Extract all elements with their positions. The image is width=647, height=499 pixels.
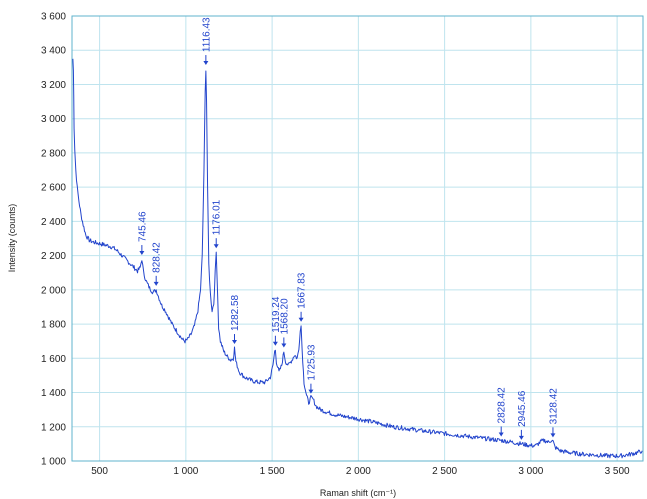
peak-annotation: 745.46 <box>137 211 148 256</box>
peak-arrow-head <box>298 317 304 322</box>
tick-labels: 500 1 000 1 500 2 000 2 500 3 000 3 500 1 000 1 … <box>41 12 630 478</box>
peak-label: 828.42 <box>152 242 163 273</box>
peak-label: 1282.58 <box>230 294 241 331</box>
peak-label: 2828.42 <box>497 387 508 424</box>
peak-arrow-head <box>213 244 219 249</box>
peak-label: 1176.01 <box>212 199 223 235</box>
series-line-0 <box>72 58 643 459</box>
peak-annotation: 1116.43 <box>201 17 212 66</box>
peak-arrow-head <box>308 389 314 394</box>
x-tick-label: 1 000 <box>173 466 198 477</box>
x-tick-label: 3 000 <box>518 466 543 477</box>
y-tick-label: 1 800 <box>41 320 66 331</box>
x-axis-label: Raman shift (cm⁻¹) <box>320 488 396 498</box>
peak-arrow-head <box>498 432 504 437</box>
peak-annotation: 3128.42 <box>548 388 559 438</box>
y-tick-label: 2 400 <box>41 217 66 228</box>
peak-annotation: 1176.01 <box>212 199 223 249</box>
peak-annotation: 1282.58 <box>230 294 241 345</box>
peak-annotation: 1519.24 <box>271 296 282 346</box>
y-tick-label: 1 400 <box>41 388 66 399</box>
peak-arrow-head <box>232 340 238 345</box>
series-group <box>72 58 643 459</box>
peak-label: 745.46 <box>137 211 148 242</box>
x-tick-label: 500 <box>91 466 108 477</box>
peak-arrow-head <box>550 433 556 438</box>
x-tick-label: 3 500 <box>605 466 630 477</box>
y-tick-label: 2 000 <box>41 285 66 296</box>
plot-frame <box>71 15 644 462</box>
peak-annotation: 828.42 <box>152 242 163 286</box>
y-axis-label: Intensity (counts) <box>7 204 17 273</box>
peak-label: 1568.20 <box>279 298 290 335</box>
peak-arrow-head <box>518 435 524 440</box>
peak-arrow-head <box>139 251 145 256</box>
peak-label: 1519.24 <box>271 296 282 333</box>
peak-label: 2945.46 <box>517 390 528 427</box>
x-tick-label: 2 500 <box>432 466 457 477</box>
peak-annotation: 1568.20 <box>279 298 290 348</box>
peak-label: 1116.43 <box>201 17 212 52</box>
y-tick-label: 1 000 <box>41 457 66 468</box>
peak-annotation: 2945.46 <box>517 390 528 440</box>
peak-label: 1667.83 <box>297 272 308 309</box>
peak-annotation: 1725.93 <box>306 344 317 394</box>
y-tick-label: 3 000 <box>41 114 66 125</box>
y-tick-label: 2 200 <box>41 251 66 262</box>
peak-annotations: 745.46 828.42 1116.43 1176.01 1282.58 1519.24… <box>137 17 559 440</box>
y-tick-label: 1 200 <box>41 422 66 433</box>
x-tick-label: 1 500 <box>260 466 285 477</box>
x-tick-label: 2 000 <box>346 466 371 477</box>
y-tick-label: 2 600 <box>41 183 66 194</box>
peak-arrow-head <box>272 341 278 346</box>
grid <box>72 15 643 462</box>
y-tick-label: 2 800 <box>41 148 66 159</box>
peak-annotation: 2828.42 <box>497 387 508 437</box>
peak-annotation: 1667.83 <box>297 272 308 322</box>
peak-label: 1725.93 <box>306 344 317 381</box>
peak-label: 3128.42 <box>548 388 559 425</box>
peak-arrow-head <box>153 281 159 286</box>
y-tick-label: 3 400 <box>41 46 66 57</box>
y-tick-label: 1 600 <box>41 354 66 365</box>
y-tick-label: 3 200 <box>41 80 66 91</box>
y-tick-label: 3 600 <box>41 12 66 23</box>
peak-arrow-head <box>203 61 209 66</box>
peak-arrow-head <box>281 343 287 348</box>
